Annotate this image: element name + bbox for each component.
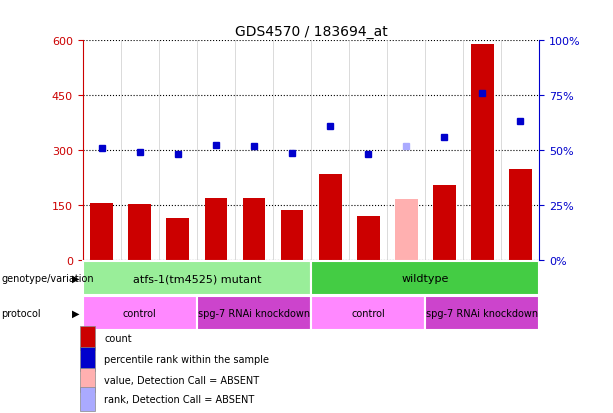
Bar bbox=[205, 199, 227, 260]
Bar bbox=[311, 297, 425, 330]
Bar bbox=[311, 261, 539, 295]
Text: ▶: ▶ bbox=[72, 309, 80, 318]
Bar bbox=[129, 205, 151, 260]
Text: genotype/variation: genotype/variation bbox=[1, 273, 94, 283]
Bar bbox=[281, 211, 303, 260]
Text: value, Detection Call = ABSENT: value, Detection Call = ABSENT bbox=[104, 375, 259, 385]
Bar bbox=[80, 326, 95, 350]
Text: wildtype: wildtype bbox=[402, 273, 449, 283]
Text: protocol: protocol bbox=[1, 309, 41, 318]
Text: spg-7 RNAi knockdown: spg-7 RNAi knockdown bbox=[426, 309, 538, 318]
Text: ▶: ▶ bbox=[72, 273, 80, 283]
Bar bbox=[197, 297, 311, 330]
Bar bbox=[83, 297, 197, 330]
Bar bbox=[80, 387, 95, 411]
Text: percentile rank within the sample: percentile rank within the sample bbox=[104, 354, 269, 364]
Text: count: count bbox=[104, 333, 132, 343]
Text: control: control bbox=[123, 309, 157, 318]
Bar bbox=[395, 200, 417, 260]
Text: atfs-1(tm4525) mutant: atfs-1(tm4525) mutant bbox=[132, 273, 261, 283]
Bar bbox=[357, 216, 379, 260]
Text: spg-7 RNAi knockdown: spg-7 RNAi knockdown bbox=[198, 309, 310, 318]
Bar bbox=[433, 185, 455, 260]
Bar bbox=[83, 261, 311, 295]
Bar bbox=[80, 347, 95, 371]
Text: control: control bbox=[351, 309, 385, 318]
Bar bbox=[90, 204, 113, 260]
Bar bbox=[425, 297, 539, 330]
Text: rank, Detection Call = ABSENT: rank, Detection Call = ABSENT bbox=[104, 394, 254, 404]
Bar bbox=[167, 218, 189, 260]
Bar bbox=[243, 198, 265, 260]
Bar bbox=[319, 174, 341, 260]
Bar bbox=[509, 170, 532, 260]
Bar bbox=[80, 368, 95, 392]
Title: GDS4570 / 183694_at: GDS4570 / 183694_at bbox=[235, 25, 387, 39]
Bar bbox=[471, 45, 494, 260]
